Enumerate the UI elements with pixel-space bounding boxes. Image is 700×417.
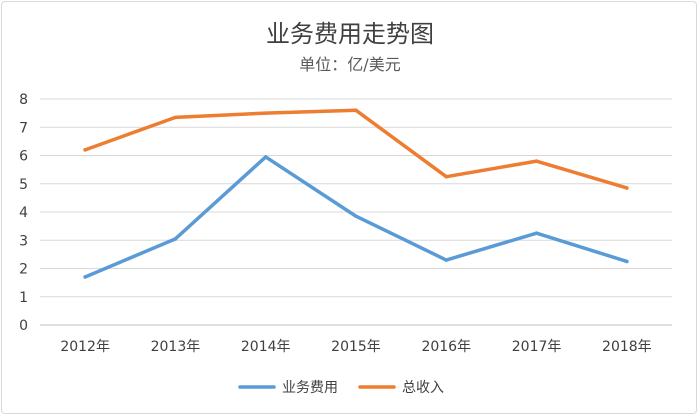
y-axis-ticks: 0 1 2 3 4 5 6 7 8 <box>19 92 28 334</box>
legend: 业务费用 总收入 <box>238 380 444 396</box>
x-tick-label: 2014年 <box>241 339 291 355</box>
y-tick-label: 5 <box>19 177 28 193</box>
x-tick-label: 2015年 <box>331 339 381 355</box>
data-point <box>444 258 449 262</box>
y-tick-label: 3 <box>19 233 28 249</box>
y-tick-label: 1 <box>19 290 28 306</box>
y-tick-label: 6 <box>19 149 28 165</box>
legend-label: 总收入 <box>402 380 444 396</box>
x-tick-label: 2016年 <box>421 339 471 355</box>
y-tick-label: 2 <box>19 262 28 278</box>
data-point <box>263 155 268 159</box>
data-point <box>173 237 178 241</box>
chart-title: 业务费用走势图 <box>266 20 434 48</box>
data-point <box>354 108 358 113</box>
gridlines <box>40 98 672 326</box>
data-point <box>534 231 539 235</box>
x-axis-ticks: 2012年 2013年 2014年 2015年 2016年 2017年 2018年 <box>60 339 651 355</box>
y-tick-label: 8 <box>19 92 28 108</box>
data-point <box>534 159 539 163</box>
data-point <box>625 186 629 190</box>
y-tick-label: 4 <box>19 205 28 221</box>
y-tick-label: 0 <box>19 318 28 334</box>
data-point <box>263 111 268 115</box>
data-point <box>83 148 87 152</box>
data-point <box>625 259 629 264</box>
x-tick-label: 2013年 <box>151 339 201 355</box>
x-tick-label: 2012年 <box>60 339 110 355</box>
chart-subtitle: 单位：亿/美元 <box>299 55 400 74</box>
series-lines <box>83 108 629 279</box>
data-point <box>173 115 178 120</box>
legend-label: 业务费用 <box>282 380 338 396</box>
series-line-2 <box>83 108 629 190</box>
data-point <box>83 275 87 279</box>
y-tick-label: 7 <box>19 120 28 136</box>
x-tick-label: 2017年 <box>512 339 562 355</box>
data-point <box>444 174 449 179</box>
x-tick-label: 2018年 <box>602 339 652 355</box>
data-point <box>354 214 358 219</box>
